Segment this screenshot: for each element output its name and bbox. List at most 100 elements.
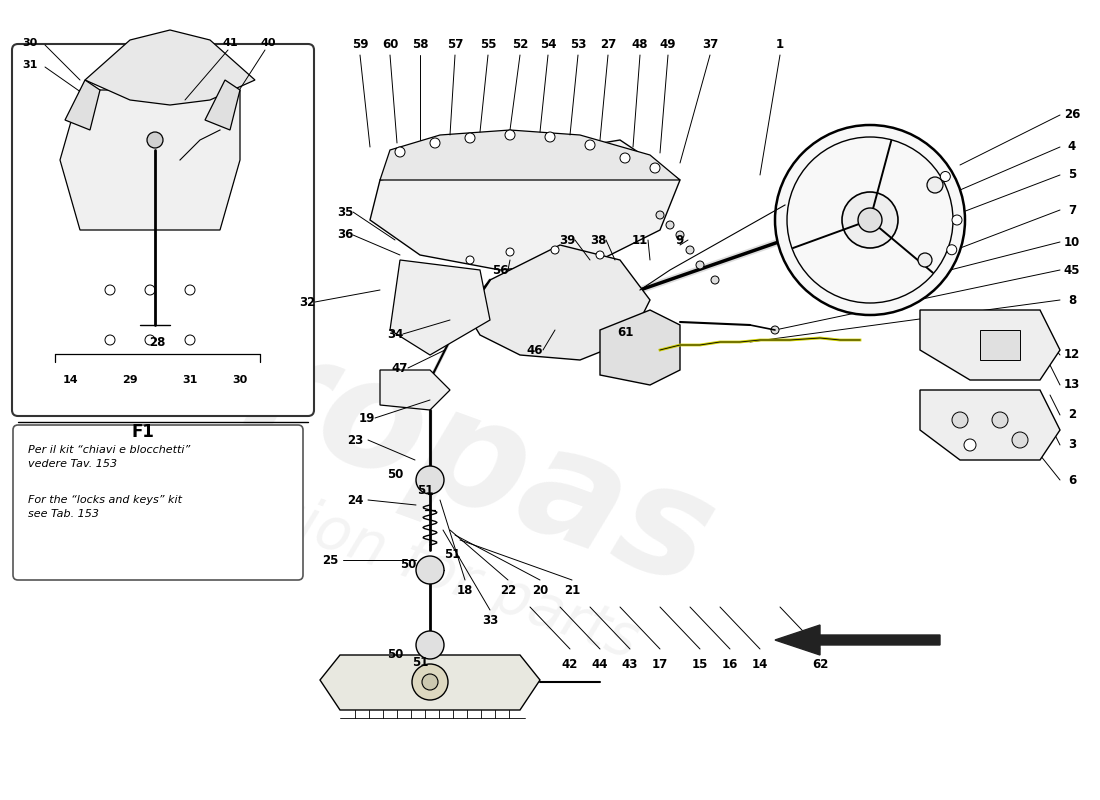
Circle shape xyxy=(842,192,898,248)
Text: 17: 17 xyxy=(652,658,668,671)
Circle shape xyxy=(666,221,674,229)
Text: 35: 35 xyxy=(337,206,353,218)
Text: 59: 59 xyxy=(352,38,368,51)
Text: 16: 16 xyxy=(722,658,738,671)
Text: 32: 32 xyxy=(299,295,315,309)
Circle shape xyxy=(544,132,556,142)
Circle shape xyxy=(964,439,976,451)
Circle shape xyxy=(416,556,444,584)
Text: 33: 33 xyxy=(482,614,498,626)
Text: 15: 15 xyxy=(692,658,708,671)
Text: 57: 57 xyxy=(447,38,463,51)
Text: 13: 13 xyxy=(1064,378,1080,391)
Text: 1: 1 xyxy=(776,38,784,51)
Polygon shape xyxy=(85,30,255,105)
Circle shape xyxy=(596,251,604,259)
Text: 37: 37 xyxy=(702,38,718,51)
Text: 56: 56 xyxy=(492,263,508,277)
Text: 39: 39 xyxy=(559,234,575,246)
Circle shape xyxy=(416,466,444,494)
Text: Per il kit “chiavi e blocchetti”
vedere Tav. 153: Per il kit “chiavi e blocchetti” vedere … xyxy=(28,445,190,469)
Circle shape xyxy=(465,133,475,143)
Text: 19: 19 xyxy=(359,411,375,425)
Circle shape xyxy=(585,140,595,150)
Text: 53: 53 xyxy=(570,38,586,51)
Circle shape xyxy=(185,285,195,295)
Text: a passion for parts: a passion for parts xyxy=(114,430,646,670)
Text: 40: 40 xyxy=(261,38,276,48)
Text: 36: 36 xyxy=(337,229,353,242)
Text: 50: 50 xyxy=(387,469,404,482)
Circle shape xyxy=(696,261,704,269)
Text: 43: 43 xyxy=(621,658,638,671)
Text: 12: 12 xyxy=(1064,349,1080,362)
Polygon shape xyxy=(370,140,680,270)
Text: 47: 47 xyxy=(392,362,408,374)
Text: 51: 51 xyxy=(443,549,460,562)
FancyBboxPatch shape xyxy=(12,44,314,416)
Text: 31: 31 xyxy=(183,375,198,385)
Text: 30: 30 xyxy=(232,375,248,385)
FancyBboxPatch shape xyxy=(13,425,302,580)
Circle shape xyxy=(676,231,684,239)
Text: 24: 24 xyxy=(346,494,363,506)
Polygon shape xyxy=(65,80,100,130)
Text: 51: 51 xyxy=(417,483,433,497)
Polygon shape xyxy=(980,330,1020,360)
Text: 49: 49 xyxy=(660,38,676,51)
Circle shape xyxy=(927,177,943,193)
Text: 27: 27 xyxy=(600,38,616,51)
Circle shape xyxy=(620,153,630,163)
Polygon shape xyxy=(60,90,240,230)
Polygon shape xyxy=(776,625,940,655)
Text: 23: 23 xyxy=(346,434,363,446)
Text: 42: 42 xyxy=(562,658,579,671)
Circle shape xyxy=(430,138,440,148)
Circle shape xyxy=(992,412,1008,428)
Circle shape xyxy=(686,246,694,254)
Text: 62: 62 xyxy=(812,658,828,671)
Polygon shape xyxy=(379,370,450,410)
Text: For the “locks and keys” kit
see Tab. 153: For the “locks and keys” kit see Tab. 15… xyxy=(28,495,182,519)
Polygon shape xyxy=(320,655,540,710)
Text: 11: 11 xyxy=(631,234,648,246)
Circle shape xyxy=(947,245,957,254)
Circle shape xyxy=(412,664,448,700)
Circle shape xyxy=(858,208,882,232)
Text: F1: F1 xyxy=(132,423,154,441)
Text: 30: 30 xyxy=(22,38,37,48)
Polygon shape xyxy=(390,260,490,355)
Text: 7: 7 xyxy=(1068,203,1076,217)
Circle shape xyxy=(147,132,163,148)
Circle shape xyxy=(551,246,559,254)
Circle shape xyxy=(940,171,950,182)
Circle shape xyxy=(104,285,116,295)
Text: 6: 6 xyxy=(1068,474,1076,486)
Text: 44: 44 xyxy=(592,658,608,671)
Text: 50: 50 xyxy=(387,649,404,662)
Text: 41: 41 xyxy=(222,38,238,48)
Text: europas: europas xyxy=(28,241,733,619)
Polygon shape xyxy=(465,245,650,360)
Text: 4: 4 xyxy=(1068,141,1076,154)
Text: 14: 14 xyxy=(63,375,78,385)
Circle shape xyxy=(952,412,968,428)
Text: 52: 52 xyxy=(512,38,528,51)
Circle shape xyxy=(771,326,779,334)
Text: 55: 55 xyxy=(480,38,496,51)
Circle shape xyxy=(395,147,405,157)
Circle shape xyxy=(104,335,116,345)
Circle shape xyxy=(1012,432,1028,448)
Circle shape xyxy=(776,125,965,315)
Text: 5: 5 xyxy=(1068,169,1076,182)
Polygon shape xyxy=(205,80,240,130)
Circle shape xyxy=(786,137,953,303)
Circle shape xyxy=(650,163,660,173)
Circle shape xyxy=(422,674,438,690)
Polygon shape xyxy=(920,310,1060,380)
Circle shape xyxy=(952,215,962,225)
Text: 60: 60 xyxy=(382,38,398,51)
Text: 26: 26 xyxy=(1064,109,1080,122)
Circle shape xyxy=(466,256,474,264)
Text: 10: 10 xyxy=(1064,235,1080,249)
